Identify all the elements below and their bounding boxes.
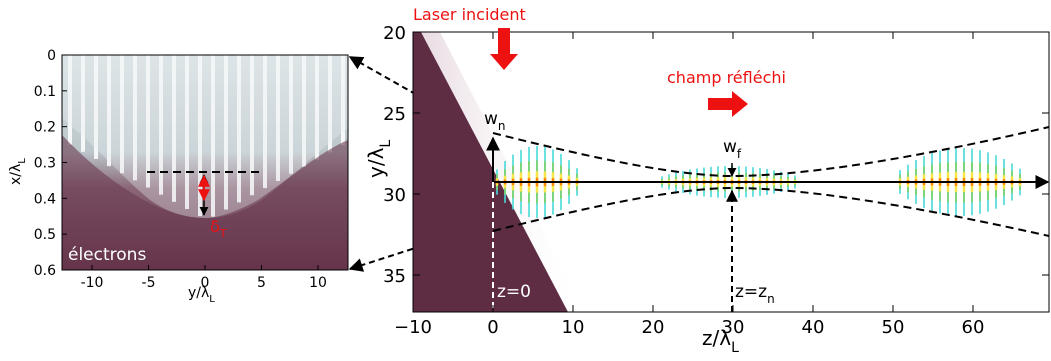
striation [94, 55, 98, 159]
right-y-tick-label: 25 [383, 104, 406, 125]
striation [146, 55, 150, 188]
plasma-target [413, 32, 568, 312]
z0-label: z=0 [497, 282, 531, 302]
striation [276, 55, 280, 181]
left-y-tick-label: 0.6 [34, 263, 56, 279]
left-y-tick-label: 0 [47, 48, 56, 64]
left-panel: δT électrons 0 0.1 0.2 0.3 0.4 0.5 0.6 -10 -5 0 5… [8, 48, 349, 305]
striation [68, 55, 72, 145]
left-x-tick-label: -5 [142, 275, 156, 291]
striation [133, 55, 137, 181]
electron-density-map [62, 55, 348, 270]
left-x-ticks: -10 -5 0 5 10 [81, 265, 327, 291]
electrons-label: électrons [68, 245, 146, 265]
striation [159, 55, 163, 195]
left-x-tick-label: 5 [257, 275, 266, 291]
right-panel: Laser incident champ réfléchi wn wf z=0 … [364, 5, 1050, 356]
striation [289, 55, 293, 174]
left-y-ticks: 0 0.1 0.2 0.3 0.4 0.5 0.6 [34, 48, 67, 279]
left-x-tick-label: -10 [81, 275, 104, 291]
striation [315, 55, 319, 160]
right-y-tick-label: 20 [383, 23, 406, 44]
right-x-tick-label: 40 [802, 317, 825, 338]
striation [198, 55, 202, 217]
incident-laser-arrow [490, 28, 518, 70]
left-x-tick-label: 0 [201, 275, 210, 291]
left-x-axis-label: y/λL [188, 285, 215, 305]
left-y-axis-label: x/λL [8, 158, 28, 185]
left-y-tick-label: 0.3 [34, 156, 56, 172]
striation [107, 55, 111, 167]
laser-incident-label: Laser incident [413, 5, 526, 24]
beam-envelope-upper [492, 126, 1050, 178]
wn-label: wn [484, 109, 506, 133]
reflected-field-label: champ réfléchi [667, 68, 786, 87]
striation [302, 55, 306, 167]
beam-envelope-lower [492, 186, 1050, 237]
wf-label: wf [723, 137, 742, 161]
reflected-field-arrow [708, 91, 748, 117]
left-y-tick-label: 0.4 [34, 191, 56, 207]
striation [120, 55, 124, 174]
left-y-tick-label: 0.5 [34, 227, 56, 243]
delta-label: δT [210, 217, 227, 240]
left-x-tick-label: 10 [309, 275, 327, 291]
right-y-tick-label: 30 [383, 185, 406, 206]
striation [237, 55, 241, 203]
striation [263, 55, 267, 189]
right-x-tick-label: 30 [722, 317, 745, 338]
striation [341, 55, 345, 146]
zn-label: z=zn [735, 282, 775, 306]
striation [250, 55, 254, 196]
right-x-ticks: −10 0 10 20 30 40 50 60 [394, 32, 984, 338]
striation [185, 55, 189, 209]
right-y-axis-label: y/λL [364, 140, 394, 178]
right-x-tick-label: −10 [394, 317, 432, 338]
striation [328, 55, 332, 153]
right-x-axis-label: z/λL [702, 326, 739, 356]
right-x-tick-label: 60 [962, 317, 985, 338]
striation [172, 55, 176, 202]
left-y-tick-label: 0.2 [34, 120, 56, 136]
right-x-tick-label: 20 [642, 317, 665, 338]
striation [81, 55, 85, 152]
density-striations [68, 55, 345, 217]
striation [211, 55, 215, 217]
striation [224, 55, 228, 210]
right-y-tick-label: 35 [383, 266, 406, 287]
right-y-ticks: 20 25 30 35 [383, 23, 1049, 287]
right-x-tick-label: 50 [882, 317, 905, 338]
left-y-tick-label: 0.1 [34, 84, 56, 100]
right-x-tick-label: 10 [562, 317, 585, 338]
right-x-tick-label: 0 [487, 317, 498, 338]
